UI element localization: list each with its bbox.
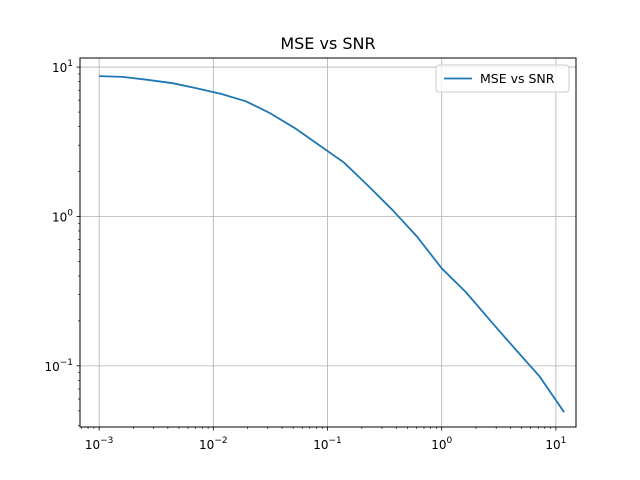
plot-frame <box>79 57 577 428</box>
series-layer <box>99 75 565 413</box>
legend-box <box>435 64 570 93</box>
x-tick-label: 10−3 <box>85 436 114 452</box>
chart-title: MSE vs SNR <box>280 34 375 53</box>
y-tick-label: 100 <box>52 208 73 224</box>
x-tick-label: 101 <box>545 436 566 452</box>
x-tick-label: 100 <box>431 436 452 452</box>
x-tick-label: 10−2 <box>199 436 228 452</box>
tick-layer: 10−3 10−2 10−1 100 101 10−1 100 101 <box>44 59 566 452</box>
grid-layer <box>80 58 576 427</box>
y-tick-label: 10−1 <box>44 358 73 374</box>
legend-series-label: MSE vs SNR <box>480 71 555 86</box>
x-tick-label: 10−1 <box>313 436 342 452</box>
legend: MSE vs SNR <box>435 64 570 93</box>
y-tick-label: 101 <box>52 59 73 75</box>
series-line <box>99 75 565 413</box>
